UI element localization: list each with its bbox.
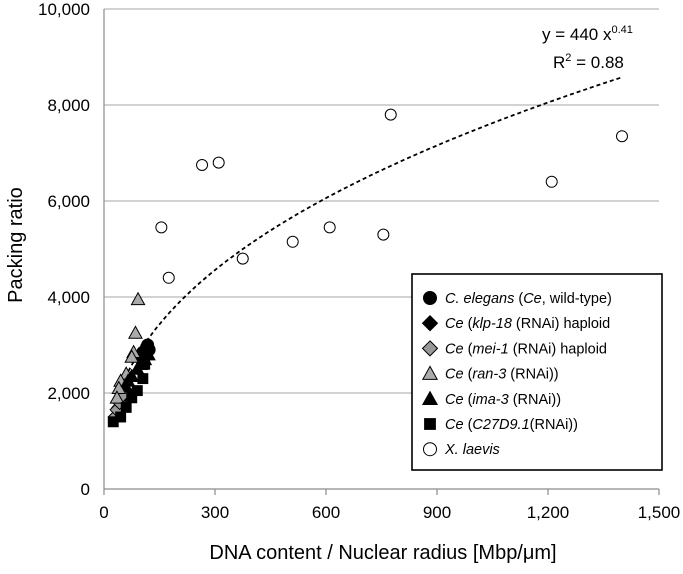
legend-marker xyxy=(421,365,439,380)
data-point xyxy=(115,411,127,423)
y-tick-labels: 0 2,000 4,000 6,000 8,000 10,000 xyxy=(38,0,90,499)
legend-marker xyxy=(424,418,436,430)
data-point xyxy=(126,392,138,404)
data-point xyxy=(323,221,336,234)
equation-exponent: 0.41 xyxy=(611,24,632,36)
equation-main: y = 440 x xyxy=(542,25,612,44)
r2-prefix: R xyxy=(553,53,565,72)
y-tick-label: 10,000 xyxy=(38,0,90,19)
x-tick-label: 600 xyxy=(312,503,340,522)
legend-label: Ce (ima-3 (RNAi)) xyxy=(445,392,561,408)
x-tick-label: 0 xyxy=(99,503,108,522)
y-tick-label: 6,000 xyxy=(47,192,90,211)
legend-label: Ce (mei-1 (RNAi) haploid xyxy=(445,341,607,357)
legend: C. elegans (Ce, wild-type) Ce (klp-18 (RN… xyxy=(411,273,663,471)
x-tick-label: 1,200 xyxy=(527,503,570,522)
data-point xyxy=(120,401,132,413)
y-axis-title: Packing ratio xyxy=(5,187,27,303)
x-tick-label: 1,500 xyxy=(638,503,681,522)
legend-items: C. elegans (Ce, wild-type) Ce (klp-18 (RN… xyxy=(421,291,612,458)
y-tick-label: 8,000 xyxy=(47,96,90,115)
trendline-equation: y = 440 x0.41 R2 = 0.88 xyxy=(542,24,633,72)
legend-marker xyxy=(423,291,437,305)
legend-label: Ce (C27D9.1(RNAi)) xyxy=(445,417,578,433)
data-point xyxy=(124,349,140,363)
y-tick-label: 0 xyxy=(81,480,90,499)
data-point xyxy=(120,373,136,387)
data-point xyxy=(109,390,125,404)
data-points xyxy=(107,108,628,428)
x-tick-label: 300 xyxy=(201,503,229,522)
legend-label: Ce (klp-18 (RNAi) haploid xyxy=(445,316,610,332)
data-point xyxy=(545,175,558,188)
y-tick-label: 2,000 xyxy=(47,384,90,403)
legend-label: X. laevis xyxy=(444,442,500,458)
data-point xyxy=(155,221,168,234)
data-point xyxy=(137,373,149,385)
x-tick-label: 900 xyxy=(423,503,451,522)
data-point xyxy=(212,156,225,169)
x-tick-labels: 0 300 600 900 1,200 1,500 xyxy=(99,489,680,522)
y-tick-label: 4,000 xyxy=(47,288,90,307)
data-point xyxy=(139,358,151,370)
r2-suffix: = 0.88 xyxy=(571,53,623,72)
equation-text: y = 440 x0.41 xyxy=(542,24,633,44)
data-point xyxy=(236,252,249,265)
legend-marker xyxy=(421,314,439,332)
legend-label: C. elegans (Ce, wild-type) xyxy=(445,291,612,307)
data-point xyxy=(131,385,143,397)
data-point xyxy=(616,130,628,143)
data-point xyxy=(128,325,143,339)
data-point xyxy=(196,159,209,171)
data-point xyxy=(162,271,175,284)
legend-marker xyxy=(421,390,439,406)
legend-marker xyxy=(423,442,437,457)
axes xyxy=(103,9,659,490)
data-point xyxy=(384,108,397,121)
r2-superscript: 2 xyxy=(565,52,571,64)
trendline-path xyxy=(121,76,623,385)
data-point xyxy=(286,235,299,248)
trendline xyxy=(121,76,623,385)
r-squared-text: R2 = 0.88 xyxy=(553,52,624,72)
legend-box xyxy=(411,273,663,471)
legend-label: Ce (ran-3 (RNAi)) xyxy=(445,367,559,383)
legend-marker xyxy=(421,340,439,357)
data-point xyxy=(377,228,390,241)
data-point xyxy=(130,291,146,306)
x-axis-title: DNA content / Nuclear radius [Mbp/μm] xyxy=(209,542,556,564)
data-point xyxy=(111,380,127,394)
